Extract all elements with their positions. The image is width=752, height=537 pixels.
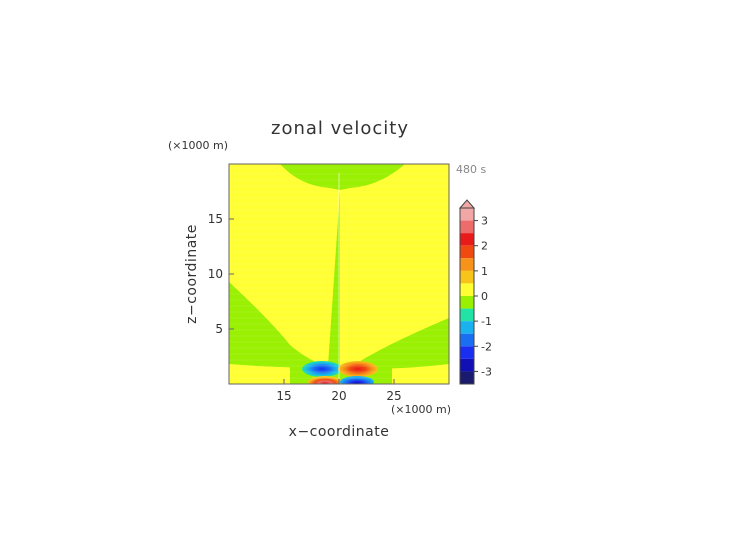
colorbar-swatch xyxy=(460,245,474,259)
x-tick-label: 25 xyxy=(386,389,401,403)
colorbar-swatch xyxy=(460,371,474,384)
x-tick-label: 15 xyxy=(276,389,291,403)
y-unit-label: (×1000 m) xyxy=(168,139,228,152)
plot-area xyxy=(229,164,449,384)
time-label: 480 s xyxy=(456,163,486,176)
y-tick-label: 5 xyxy=(215,322,223,336)
y-axis-label: z−coordinate xyxy=(184,224,200,324)
upper-negative-region xyxy=(280,164,405,190)
x-unit-label: (×1000 m) xyxy=(391,403,451,416)
colorbar-swatch xyxy=(460,308,474,322)
colorbar-tick-label: 0 xyxy=(481,290,488,303)
y-ticks: 5 10 15 xyxy=(208,212,234,336)
colorbar-tick-label: 2 xyxy=(481,240,488,253)
colorbar-tick-label: 3 xyxy=(481,215,488,228)
positive-lobe-lower-left xyxy=(308,376,342,384)
left-negative-wedge xyxy=(229,190,340,368)
x-ticks: 15 20 25 xyxy=(276,379,402,403)
colorbar-swatch xyxy=(460,283,474,296)
colorbar-swatch xyxy=(460,358,474,372)
colorbar-tick-label: -1 xyxy=(481,315,492,328)
colorbar-tick-label: -3 xyxy=(481,365,492,378)
positive-lobe-upper-right xyxy=(338,361,378,377)
colorbar-swatch xyxy=(460,270,474,284)
x-axis-label: x−coordinate xyxy=(289,424,390,440)
colorbar-swatch xyxy=(460,333,474,347)
colorbar-swatch xyxy=(460,233,474,246)
chart-title: zonal velocity xyxy=(271,118,409,139)
x-tick-label: 20 xyxy=(331,389,346,403)
colorbar-swatch xyxy=(460,346,474,359)
right-negative-wedge xyxy=(340,190,449,369)
colorbar-swatch xyxy=(460,321,474,334)
colorbar-swatch xyxy=(460,220,474,234)
negative-lobe-lower-right xyxy=(340,376,374,384)
colorbar-tick-label: 1 xyxy=(481,265,488,278)
y-tick-label: 10 xyxy=(208,267,223,281)
colorbar-tick-label: -2 xyxy=(481,340,492,353)
colorbar-extend-arrow xyxy=(458,199,476,209)
colorbar: 3 2 1 0 -1 -2 -3 xyxy=(458,199,492,385)
colorbar-swatch xyxy=(460,258,474,271)
negative-lobe-upper-left xyxy=(302,361,342,377)
colorbar-swatch xyxy=(460,208,474,221)
contour-stripes xyxy=(229,167,449,384)
y-tick-label: 15 xyxy=(208,212,223,226)
colorbar-swatch xyxy=(460,296,474,309)
